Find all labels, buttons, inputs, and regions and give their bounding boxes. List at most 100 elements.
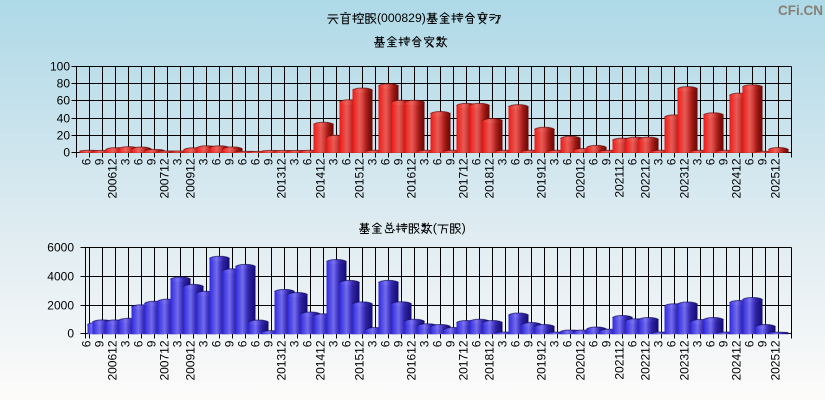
- svg-text:6: 6: [743, 158, 757, 165]
- svg-text:6: 6: [340, 340, 354, 347]
- svg-text:6: 6: [665, 340, 679, 347]
- svg-text:201412: 201412: [314, 158, 328, 198]
- svg-text:201712: 201712: [457, 158, 471, 198]
- svg-text:200912: 200912: [184, 340, 198, 380]
- svg-text:201412: 201412: [314, 340, 328, 380]
- svg-text:9: 9: [223, 158, 237, 165]
- svg-text:3: 3: [366, 158, 380, 165]
- svg-text:3: 3: [548, 158, 562, 165]
- svg-text:202312: 202312: [678, 340, 692, 380]
- svg-text:9: 9: [756, 340, 770, 347]
- svg-text:6: 6: [80, 340, 94, 347]
- svg-text:3: 3: [496, 340, 510, 347]
- svg-text:201912: 201912: [535, 158, 549, 198]
- svg-text:3: 3: [418, 340, 432, 347]
- svg-text:3: 3: [548, 340, 562, 347]
- svg-text:202412: 202412: [730, 340, 744, 380]
- svg-text:3: 3: [418, 158, 432, 165]
- svg-text:9: 9: [262, 158, 276, 165]
- svg-text:6: 6: [743, 340, 757, 347]
- svg-text:): ): [462, 221, 466, 235]
- svg-text:3: 3: [652, 158, 666, 165]
- svg-text:6: 6: [80, 158, 94, 165]
- svg-text:20: 20: [57, 128, 71, 142]
- svg-text:200612: 200612: [106, 340, 120, 380]
- svg-text:201812: 201812: [483, 158, 497, 198]
- svg-text:6: 6: [236, 158, 250, 165]
- svg-text:9: 9: [756, 158, 770, 165]
- svg-text:6: 6: [132, 158, 146, 165]
- svg-text:6: 6: [509, 340, 523, 347]
- svg-text:202312: 202312: [678, 158, 692, 198]
- svg-text:6: 6: [249, 340, 263, 347]
- svg-text:6: 6: [379, 340, 393, 347]
- svg-text:200712: 200712: [158, 158, 172, 198]
- svg-text:9: 9: [522, 340, 536, 347]
- svg-text:202112: 202112: [613, 340, 627, 379]
- svg-text:201512: 201512: [353, 340, 367, 380]
- svg-text:6: 6: [626, 340, 640, 347]
- svg-text:3: 3: [327, 340, 341, 347]
- svg-text:9: 9: [392, 340, 406, 347]
- svg-text:2000: 2000: [47, 298, 74, 312]
- svg-text:6: 6: [561, 158, 575, 165]
- svg-text:(: (: [433, 221, 438, 235]
- svg-text:9: 9: [392, 158, 406, 165]
- svg-text:9: 9: [93, 340, 107, 347]
- svg-text:3: 3: [288, 340, 302, 347]
- svg-text:9: 9: [93, 158, 107, 165]
- svg-text:80: 80: [57, 77, 71, 91]
- svg-text:3: 3: [119, 340, 133, 347]
- svg-text:6: 6: [587, 158, 601, 165]
- svg-text:6: 6: [132, 340, 146, 347]
- svg-text:6: 6: [210, 158, 224, 165]
- svg-text:3: 3: [288, 158, 302, 165]
- svg-text:6: 6: [236, 340, 250, 347]
- svg-text:3: 3: [197, 340, 211, 347]
- svg-text:3: 3: [366, 340, 380, 347]
- svg-text:6: 6: [301, 340, 315, 347]
- svg-text:9: 9: [262, 340, 276, 347]
- svg-text:9: 9: [444, 340, 458, 347]
- svg-text:6: 6: [210, 340, 224, 347]
- svg-text:6: 6: [561, 340, 575, 347]
- svg-text:6: 6: [431, 158, 445, 165]
- svg-text:202212: 202212: [639, 158, 653, 198]
- svg-text:6: 6: [470, 158, 484, 165]
- svg-text:40: 40: [57, 111, 71, 125]
- svg-text:100: 100: [50, 60, 70, 74]
- svg-text:9: 9: [600, 340, 614, 347]
- svg-text:201612: 201612: [405, 158, 419, 198]
- svg-text:CFi.CN: CFi.CN: [778, 3, 823, 18]
- svg-text:201612: 201612: [405, 340, 419, 380]
- svg-text:9: 9: [145, 158, 159, 165]
- svg-text:202412: 202412: [730, 158, 744, 198]
- svg-text:6: 6: [379, 158, 393, 165]
- svg-text:9: 9: [717, 340, 731, 347]
- svg-text:200712: 200712: [158, 340, 172, 380]
- svg-text:202012: 202012: [574, 158, 588, 198]
- svg-text:201912: 201912: [535, 340, 549, 380]
- svg-text:6: 6: [509, 158, 523, 165]
- svg-text:201312: 201312: [275, 158, 289, 198]
- svg-text:6: 6: [470, 340, 484, 347]
- svg-text:(000829): (000829): [377, 11, 426, 25]
- svg-text:6: 6: [704, 158, 718, 165]
- svg-text:202512: 202512: [769, 158, 783, 198]
- svg-text:0: 0: [67, 327, 74, 341]
- svg-text:0: 0: [63, 145, 70, 159]
- svg-text:3: 3: [691, 158, 705, 165]
- svg-text:9: 9: [145, 340, 159, 347]
- svg-text:6: 6: [704, 340, 718, 347]
- svg-text:201812: 201812: [483, 340, 497, 380]
- svg-text:202212: 202212: [639, 340, 653, 380]
- svg-text:4000: 4000: [47, 269, 74, 283]
- svg-text:202012: 202012: [574, 340, 588, 380]
- svg-text:200612: 200612: [106, 158, 120, 198]
- svg-text:201712: 201712: [457, 340, 471, 380]
- svg-text:6: 6: [431, 340, 445, 347]
- svg-text:3: 3: [197, 158, 211, 165]
- svg-text:3: 3: [119, 158, 133, 165]
- svg-text:202512: 202512: [769, 340, 783, 380]
- svg-text:9: 9: [522, 158, 536, 165]
